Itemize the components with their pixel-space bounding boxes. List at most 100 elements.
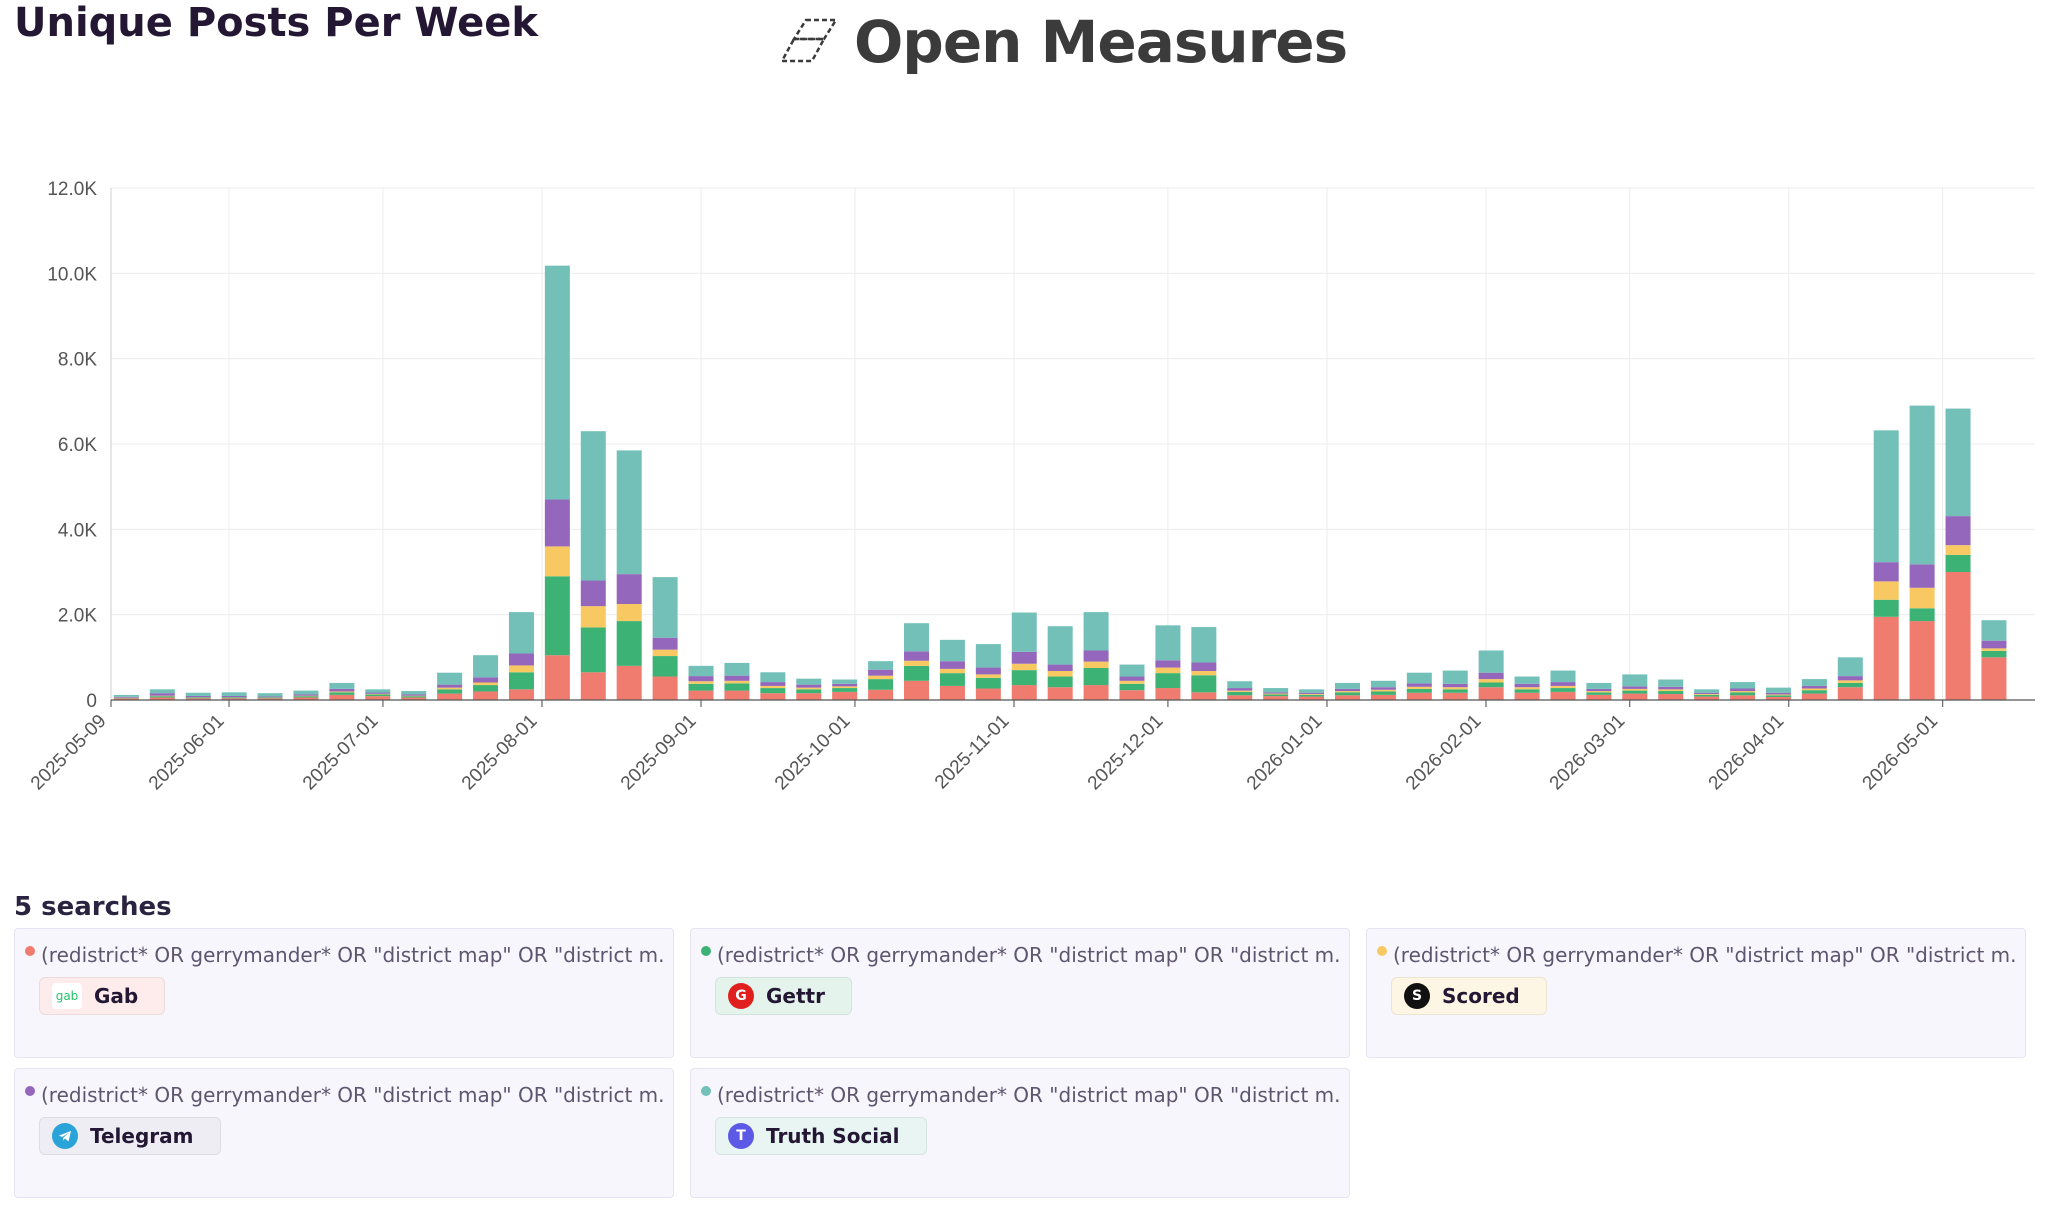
bar-segment-gettr[interactable] bbox=[293, 696, 319, 698]
bar-segment-gab[interactable] bbox=[760, 693, 786, 700]
bar-segment-scored[interactable] bbox=[1478, 679, 1504, 683]
bar-segment-truth-social[interactable] bbox=[401, 691, 427, 695]
bar-segment-gettr[interactable] bbox=[1478, 682, 1504, 688]
bar-segment-scored[interactable] bbox=[1622, 688, 1648, 691]
bar-segment-scored[interactable] bbox=[724, 680, 750, 684]
bar-segment-truth-social[interactable] bbox=[760, 672, 786, 683]
bar-segment-gab[interactable] bbox=[257, 698, 283, 700]
bar-segment-telegram[interactable] bbox=[724, 675, 750, 681]
bar-segment-truth-social[interactable] bbox=[1730, 682, 1756, 689]
bar-segment-gab[interactable] bbox=[580, 672, 606, 700]
bar-segment-truth-social[interactable] bbox=[796, 678, 822, 685]
bar-segment-gettr[interactable] bbox=[832, 688, 858, 692]
bar-segment-gettr[interactable] bbox=[1334, 692, 1360, 696]
bar-segment-scored[interactable] bbox=[1370, 689, 1396, 692]
bar-segment-truth-social[interactable] bbox=[1047, 626, 1073, 665]
bar-segment-gab[interactable] bbox=[185, 698, 211, 700]
bar-segment-telegram[interactable] bbox=[1442, 683, 1468, 688]
bar-segment-truth-social[interactable] bbox=[149, 689, 175, 694]
bar-segment-truth-social[interactable] bbox=[1586, 682, 1612, 689]
bar-segment-gab[interactable] bbox=[1370, 694, 1396, 700]
bar-segment-gettr[interactable] bbox=[1801, 690, 1827, 694]
bar-segment-scored[interactable] bbox=[1514, 687, 1540, 690]
bar-segment-gettr[interactable] bbox=[1083, 668, 1109, 686]
bar-segment-telegram[interactable] bbox=[257, 696, 283, 698]
bar-segment-gettr[interactable] bbox=[1694, 694, 1720, 697]
bar-segment-truth-social[interactable] bbox=[1550, 670, 1576, 683]
bar-segment-telegram[interactable] bbox=[652, 637, 678, 650]
bar-segment-truth-social[interactable] bbox=[652, 577, 678, 638]
bar-segment-gab[interactable] bbox=[1514, 692, 1540, 700]
bar-segment-gab[interactable] bbox=[1586, 694, 1612, 700]
bar-segment-telegram[interactable] bbox=[580, 580, 606, 607]
bar-segment-gettr[interactable] bbox=[724, 683, 750, 691]
bar-segment-gab[interactable] bbox=[365, 696, 391, 700]
bar-segment-scored[interactable] bbox=[1909, 587, 1935, 609]
bar-segment-gettr[interactable] bbox=[580, 627, 606, 673]
bar-segment-scored[interactable] bbox=[904, 660, 930, 666]
bar-segment-gab[interactable] bbox=[1263, 696, 1289, 700]
bar-segment-gettr[interactable] bbox=[1370, 691, 1396, 695]
bar-segment-scored[interactable] bbox=[1263, 693, 1289, 695]
bar-segment-truth-social[interactable] bbox=[544, 265, 570, 500]
bar-segment-scored[interactable] bbox=[1837, 680, 1863, 683]
bar-segment-telegram[interactable] bbox=[185, 695, 211, 698]
bar-segment-telegram[interactable] bbox=[1083, 650, 1109, 662]
bar-segment-gettr[interactable] bbox=[904, 665, 930, 681]
search-card[interactable]: (redistrict* OR gerrymander* OR "distric… bbox=[14, 928, 674, 1058]
bar-segment-gab[interactable] bbox=[1658, 694, 1684, 700]
bar-segment-gettr[interactable] bbox=[185, 697, 211, 699]
bar-segment-truth-social[interactable] bbox=[580, 431, 606, 581]
bar-segment-scored[interactable] bbox=[580, 606, 606, 628]
bar-segment-scored[interactable] bbox=[1801, 688, 1827, 691]
bar-segment-gettr[interactable] bbox=[1765, 695, 1791, 698]
bar-segment-gettr[interactable] bbox=[257, 697, 283, 699]
bar-segment-gettr[interactable] bbox=[1622, 690, 1648, 694]
bar-segment-truth-social[interactable] bbox=[1801, 679, 1827, 686]
bar-segment-gab[interactable] bbox=[1155, 688, 1181, 700]
bar-segment-telegram[interactable] bbox=[508, 653, 534, 666]
bar-segment-scored[interactable] bbox=[329, 691, 355, 693]
bar-segment-gab[interactable] bbox=[1406, 692, 1432, 700]
platform-tag[interactable]: gab Gab bbox=[39, 977, 166, 1015]
bar-segment-gettr[interactable] bbox=[437, 689, 463, 694]
bar-segment-truth-social[interactable] bbox=[1837, 657, 1863, 677]
bar-segment-telegram[interactable] bbox=[616, 574, 642, 604]
bar-segment-gettr[interactable] bbox=[508, 672, 534, 690]
bar-segment-scored[interactable] bbox=[1011, 663, 1037, 671]
bar-segment-gab[interactable] bbox=[1694, 696, 1720, 700]
bar-segment-gab[interactable] bbox=[1909, 621, 1935, 700]
bar-segment-gab[interactable] bbox=[1837, 687, 1863, 700]
bar-segment-scored[interactable] bbox=[1227, 690, 1253, 692]
bar-segment-truth-social[interactable] bbox=[1299, 689, 1325, 693]
bar-segment-truth-social[interactable] bbox=[437, 672, 463, 685]
bar-segment-gettr[interactable] bbox=[939, 673, 965, 686]
bar-segment-gab[interactable] bbox=[329, 694, 355, 700]
bar-segment-truth-social[interactable] bbox=[1155, 625, 1181, 661]
bar-segment-gettr[interactable] bbox=[1981, 650, 2007, 658]
bar-segment-telegram[interactable] bbox=[1945, 516, 1971, 546]
bar-segment-truth-social[interactable] bbox=[221, 692, 247, 696]
bar-segment-truth-social[interactable] bbox=[185, 692, 211, 696]
bar-segment-scored[interactable] bbox=[1550, 685, 1576, 689]
bar-segment-gab[interactable] bbox=[1119, 690, 1145, 700]
bar-segment-telegram[interactable] bbox=[1263, 692, 1289, 694]
bar-segment-truth-social[interactable] bbox=[1478, 650, 1504, 673]
bar-segment-gab[interactable] bbox=[508, 689, 534, 700]
bar-segment-gab[interactable] bbox=[1083, 685, 1109, 700]
bar-segment-scored[interactable] bbox=[365, 693, 391, 695]
bar-segment-gettr[interactable] bbox=[688, 683, 714, 691]
bar-segment-gab[interactable] bbox=[1945, 572, 1971, 700]
bar-segment-gettr[interactable] bbox=[1191, 675, 1217, 693]
bar-segment-gab[interactable] bbox=[724, 690, 750, 700]
bar-segment-gab[interactable] bbox=[975, 688, 1001, 700]
bar-segment-gettr[interactable] bbox=[1299, 694, 1325, 697]
bar-segment-gettr[interactable] bbox=[1658, 691, 1684, 695]
bar-segment-telegram[interactable] bbox=[1119, 676, 1145, 681]
bar-segment-telegram[interactable] bbox=[1299, 692, 1325, 695]
platform-tag[interactable]: T Truth Social bbox=[715, 1117, 927, 1155]
bar-segment-gab[interactable] bbox=[437, 693, 463, 700]
bar-segment-gab[interactable] bbox=[1442, 692, 1468, 700]
bar-segment-telegram[interactable] bbox=[868, 669, 894, 676]
bar-segment-telegram[interactable] bbox=[544, 499, 570, 547]
